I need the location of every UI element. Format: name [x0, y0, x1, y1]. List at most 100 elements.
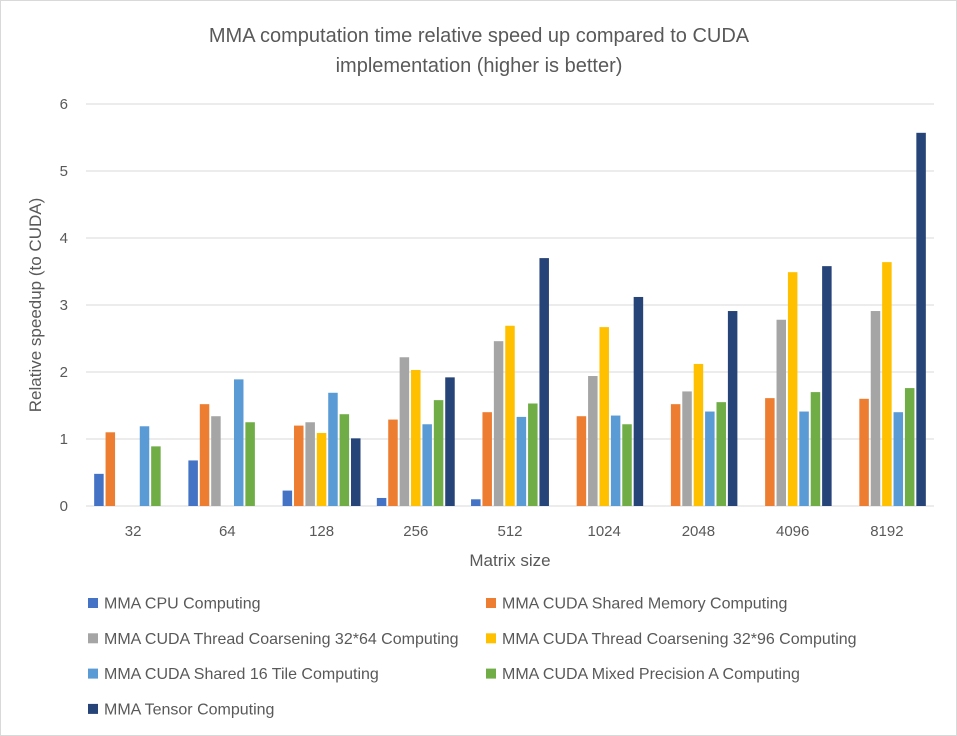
bar [305, 422, 315, 506]
bar [516, 416, 527, 506]
x-tick-label: 4096 [776, 523, 809, 540]
bar [893, 412, 904, 506]
bar [294, 425, 304, 506]
bar [727, 311, 738, 506]
bar [445, 377, 455, 506]
bar [351, 438, 361, 506]
x-tick-label: 32 [125, 523, 142, 540]
bar [482, 412, 492, 506]
bar [245, 422, 255, 506]
x-tick-label: 64 [219, 523, 236, 540]
y-tick-label: 5 [60, 163, 68, 180]
bar [765, 398, 775, 506]
bar [610, 415, 621, 506]
x-tick-label: 512 [497, 523, 522, 540]
bar [822, 266, 832, 506]
bar [139, 426, 150, 506]
bar [810, 392, 821, 506]
legend-item: MMA CUDA Thread Coarsening 32*96 Computi… [486, 631, 857, 648]
x-tick-label: 1024 [588, 523, 621, 540]
bar [105, 432, 116, 506]
y-tick-label: 2 [60, 364, 68, 381]
bar [716, 402, 726, 506]
bar [328, 392, 338, 506]
chart-title: MMA computation time relative speed up c… [209, 25, 750, 77]
legend-swatch [88, 668, 98, 679]
y-tick-label: 4 [60, 230, 68, 247]
legend-swatch [486, 668, 496, 679]
bar [211, 416, 221, 506]
bar [471, 499, 481, 506]
legend-swatch [88, 703, 98, 714]
bar [799, 411, 809, 506]
bar [493, 341, 504, 506]
bar [588, 376, 598, 506]
bar [199, 404, 210, 506]
bar [94, 473, 104, 506]
chart-title-line: MMA computation time relative speed up c… [209, 25, 750, 47]
legend-swatch [88, 633, 98, 644]
bar [859, 398, 869, 506]
bar [388, 419, 398, 506]
bar [599, 327, 609, 506]
bar [705, 411, 715, 506]
legend-label: MMA CUDA Thread Coarsening 32*96 Computi… [502, 631, 857, 648]
bar [787, 272, 798, 506]
chart-title-line: implementation (higher is better) [336, 55, 623, 77]
bar [188, 460, 198, 506]
legend-label: MMA CUDA Shared 16 Tile Computing [104, 666, 379, 683]
legend-label: MMA CUDA Shared Memory Computing [502, 596, 787, 613]
bar [399, 357, 410, 506]
bar [682, 391, 692, 506]
x-axis-title: Matrix size [469, 551, 550, 570]
y-tick-label: 1 [60, 431, 68, 448]
legend-label: MMA CUDA Mixed Precision A Computing [502, 666, 800, 683]
bar [376, 497, 387, 506]
x-tick-label: 128 [309, 523, 334, 540]
legend-swatch [486, 598, 496, 608]
bar [411, 369, 421, 506]
bar [528, 403, 538, 506]
legend-item: MMA Tensor Computing [88, 701, 274, 718]
legend-item: MMA CUDA Thread Coarsening 32*64 Computi… [88, 631, 459, 648]
bar [339, 414, 350, 506]
bar [505, 325, 515, 506]
x-tick-label: 2048 [682, 523, 715, 540]
bars [94, 132, 926, 506]
bar [151, 446, 161, 506]
bar [576, 416, 587, 506]
bar [316, 432, 327, 506]
legend-swatch [88, 598, 98, 608]
bar [282, 490, 293, 506]
bar [904, 388, 915, 506]
bar [776, 319, 787, 506]
y-tick-label: 0 [60, 498, 68, 515]
y-tick-label: 6 [60, 96, 68, 113]
bar [233, 379, 244, 506]
legend: MMA CPU Computing MMA CUDA Shared Memory … [88, 596, 857, 718]
bar [633, 296, 644, 506]
bar [882, 262, 892, 506]
bar [433, 400, 444, 506]
y-tick-label: 3 [60, 297, 68, 314]
legend-item: MMA CPU Computing [88, 596, 261, 613]
bar [870, 311, 881, 506]
bar [670, 404, 681, 506]
x-tick-label: 256 [403, 523, 428, 540]
bar [916, 132, 926, 506]
legend-item: MMA CUDA Mixed Precision A Computing [486, 666, 800, 683]
legend-label: MMA CUDA Thread Coarsening 32*64 Computi… [104, 631, 459, 648]
x-axis-ticks: 32 64 128 256 512 1024 2048 4096 8192 [125, 523, 904, 540]
legend-label: MMA Tensor Computing [104, 701, 274, 718]
legend-item: MMA CUDA Shared 16 Tile Computing [88, 666, 379, 683]
legend-label: MMA CPU Computing [104, 596, 261, 613]
y-axis-title: Relative speedup (to CUDA) [26, 198, 45, 412]
bar [422, 424, 432, 506]
bar [622, 424, 632, 506]
x-tick-label: 8192 [870, 523, 903, 540]
legend-item: MMA CUDA Shared Memory Computing [486, 596, 787, 613]
legend-swatch [486, 633, 496, 644]
bar [693, 363, 704, 506]
